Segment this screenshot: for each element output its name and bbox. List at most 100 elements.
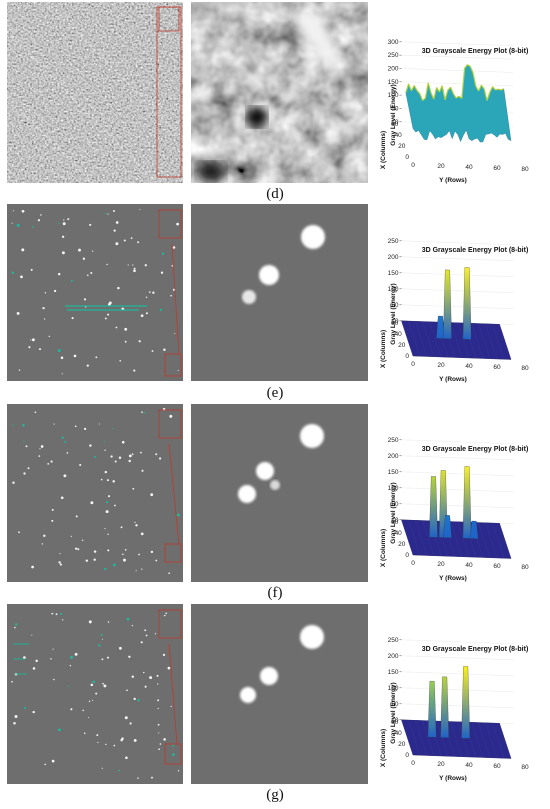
x-tick-label: 40 xyxy=(395,530,403,537)
star-speckle xyxy=(113,210,115,212)
y-tick-label: 60 xyxy=(493,165,501,172)
x-axis-label: X (Columns) xyxy=(380,729,387,767)
star-speckle xyxy=(93,558,96,561)
star-speckle xyxy=(129,722,132,725)
grid-line xyxy=(401,655,514,660)
star-speckle xyxy=(15,623,18,626)
star-speckle xyxy=(32,667,36,670)
star-speckle xyxy=(30,268,33,271)
x-tick-label: 0 xyxy=(405,752,409,759)
z-tick-label: 250 xyxy=(388,637,399,644)
star-speckle xyxy=(157,707,159,710)
star-speckle xyxy=(81,539,84,542)
star-speckle xyxy=(70,535,72,537)
star-speckle xyxy=(73,354,77,358)
star-speckle xyxy=(140,532,144,536)
star-speckle xyxy=(55,613,58,616)
floor-grid xyxy=(499,723,512,759)
star-speckle xyxy=(140,451,142,454)
star-speckle xyxy=(61,235,65,238)
star-speckle xyxy=(151,776,153,779)
star-speckle xyxy=(44,292,47,294)
floor-grid xyxy=(436,721,449,757)
surface-ridge xyxy=(416,90,421,95)
star-speckle xyxy=(100,633,103,636)
star-speckle xyxy=(30,339,32,341)
z-tick-label: 0 xyxy=(395,318,399,325)
star-speckle xyxy=(16,311,20,315)
floor-grid xyxy=(436,521,449,557)
star-speckle xyxy=(107,495,111,498)
floor-grid xyxy=(457,721,470,758)
star-speckle xyxy=(143,671,145,674)
star-speckle xyxy=(82,709,84,712)
star-speckle xyxy=(95,356,98,359)
star-speckle xyxy=(144,629,147,632)
star-speckle xyxy=(141,411,143,413)
star-speckle xyxy=(61,436,64,439)
star-speckle xyxy=(104,449,106,451)
z-tick-label: 0 xyxy=(395,517,399,524)
grid-line xyxy=(401,671,514,676)
surface-ridge xyxy=(461,68,466,99)
star-speckle xyxy=(133,269,136,273)
star-speckle xyxy=(120,738,123,742)
star-speckle xyxy=(11,271,15,274)
star-speckle xyxy=(53,423,55,425)
caption-g: (g) xyxy=(266,787,284,803)
floor-grid xyxy=(471,323,484,359)
grid-line xyxy=(401,256,514,261)
star-speckle xyxy=(93,550,97,553)
star-speckle xyxy=(35,659,38,663)
star-speckle xyxy=(69,664,72,667)
star-speckle xyxy=(123,239,126,242)
star-speckle xyxy=(31,226,34,228)
star-speckle xyxy=(112,480,115,483)
floor-grid xyxy=(450,521,463,557)
z-tick-label: 50 xyxy=(391,105,399,112)
surface-ridge xyxy=(410,85,415,92)
star-speckle xyxy=(57,272,61,276)
star-speckle xyxy=(57,349,61,353)
star-field-image-g xyxy=(7,604,183,784)
z-tick-label: 100 xyxy=(388,286,399,293)
y-tick-label: 20 xyxy=(437,561,445,568)
star-speckle xyxy=(105,743,107,746)
star-speckle xyxy=(61,373,63,375)
floor-grid xyxy=(457,521,470,558)
surface-ridge xyxy=(475,85,480,92)
star-speckle xyxy=(97,741,99,744)
star-speckle xyxy=(144,264,147,267)
floor-grid xyxy=(422,321,435,357)
x-tick-label: 60 xyxy=(391,320,399,327)
star-speckle xyxy=(12,424,14,427)
star-speckle xyxy=(156,674,159,677)
star-speckle xyxy=(74,425,77,428)
star-speckle xyxy=(107,549,110,552)
floor-grid xyxy=(485,522,498,559)
noise-texture-image-d xyxy=(7,2,183,183)
floor-grid xyxy=(408,720,421,756)
z-tick-label: 250 xyxy=(388,437,399,444)
star-speckle xyxy=(104,470,108,474)
x-axis-label: X (Columns) xyxy=(380,131,387,169)
star-speckle xyxy=(176,513,180,517)
star-speckle xyxy=(22,423,25,427)
star-speckle xyxy=(115,221,119,224)
grid-line xyxy=(401,54,514,60)
star-speckle xyxy=(38,455,41,457)
star-speckle xyxy=(16,223,20,227)
grid-line xyxy=(401,455,514,460)
grid-line xyxy=(401,240,514,245)
surface-ridge xyxy=(464,64,468,69)
star-speckle xyxy=(90,272,93,274)
star-speckle xyxy=(90,501,94,505)
z-tick-label: 250 xyxy=(388,52,399,59)
energy-plot-d: 3D Grayscale Energy Plot (8-bit) Gray Le… xyxy=(375,39,545,185)
star-speckle xyxy=(74,547,78,550)
star-speckle xyxy=(157,683,159,685)
floor-grid xyxy=(450,721,463,757)
star-speckle xyxy=(83,427,87,431)
star-speckle xyxy=(125,756,128,760)
z-tick-label: 50 xyxy=(391,501,399,508)
